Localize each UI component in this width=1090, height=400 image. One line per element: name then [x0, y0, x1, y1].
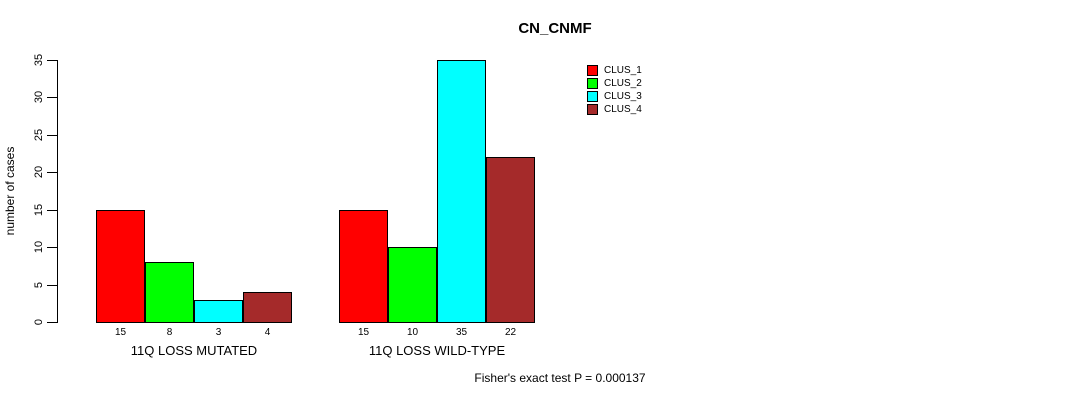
- bar-value-label: 3: [215, 327, 222, 338]
- bar-clus_4-group1: [243, 292, 292, 323]
- bar-value-label: 10: [406, 327, 419, 338]
- bar-clus_3-group2: [437, 60, 486, 323]
- bar-value-label: 15: [357, 327, 370, 338]
- legend-swatch-clus_3: [587, 91, 598, 102]
- bar-value-label: 8: [166, 327, 173, 338]
- y-axis-tick: [47, 60, 57, 61]
- legend-item: CLUS_4: [587, 103, 642, 116]
- y-axis-tick-label: 20: [33, 165, 45, 179]
- legend-swatch-clus_1: [587, 65, 598, 76]
- bar-value-label: 22: [504, 327, 517, 338]
- y-axis-tick: [47, 135, 57, 136]
- group-label: 11Q LOSS MUTATED: [130, 343, 258, 358]
- legend-label: CLUS_2: [604, 78, 642, 89]
- y-axis-tick-label: 0: [33, 318, 45, 326]
- y-axis-line: [57, 60, 58, 323]
- y-axis-tick-label: 35: [33, 53, 45, 67]
- y-axis-tick-label: 5: [33, 281, 45, 289]
- bar-clus_2-group2: [388, 247, 437, 323]
- legend-label: CLUS_1: [604, 65, 642, 76]
- y-axis-tick-label: 25: [33, 128, 45, 142]
- y-axis-tick: [47, 172, 57, 173]
- bar-value-label: 4: [264, 327, 271, 338]
- fisher-test-annotation: Fisher's exact test P = 0.000137: [474, 371, 646, 385]
- y-axis-tick-label: 10: [33, 240, 45, 254]
- y-axis-tick-label: 15: [33, 203, 45, 217]
- y-axis-title: number of cases: [3, 146, 17, 236]
- bar-value-label: 35: [455, 327, 468, 338]
- bar-clus_4-group2: [486, 157, 535, 323]
- y-axis-tick: [47, 322, 57, 323]
- bar-clus_3-group1: [194, 300, 243, 323]
- legend-label: CLUS_4: [604, 104, 642, 115]
- legend-swatch-clus_4: [587, 104, 598, 115]
- legend-item: CLUS_3: [587, 90, 642, 103]
- legend-item: CLUS_2: [587, 77, 642, 90]
- legend-label: CLUS_3: [604, 91, 642, 102]
- legend-item: CLUS_1: [587, 64, 642, 77]
- bar-clus_1-group2: [339, 210, 388, 323]
- y-axis-tick: [47, 247, 57, 248]
- bar-clus_1-group1: [96, 210, 145, 323]
- y-axis-tick-label: 30: [33, 90, 45, 104]
- legend: CLUS_1 CLUS_2 CLUS_3 CLUS_4: [587, 64, 642, 116]
- y-axis-tick: [47, 97, 57, 98]
- y-axis-tick: [47, 285, 57, 286]
- y-axis-tick: [47, 210, 57, 211]
- bar-clus_2-group1: [145, 262, 194, 323]
- chart-title: CN_CNMF: [518, 20, 592, 37]
- legend-swatch-clus_2: [587, 78, 598, 89]
- bar-value-label: 15: [114, 327, 127, 338]
- group-label: 11Q LOSS WILD-TYPE: [368, 343, 506, 358]
